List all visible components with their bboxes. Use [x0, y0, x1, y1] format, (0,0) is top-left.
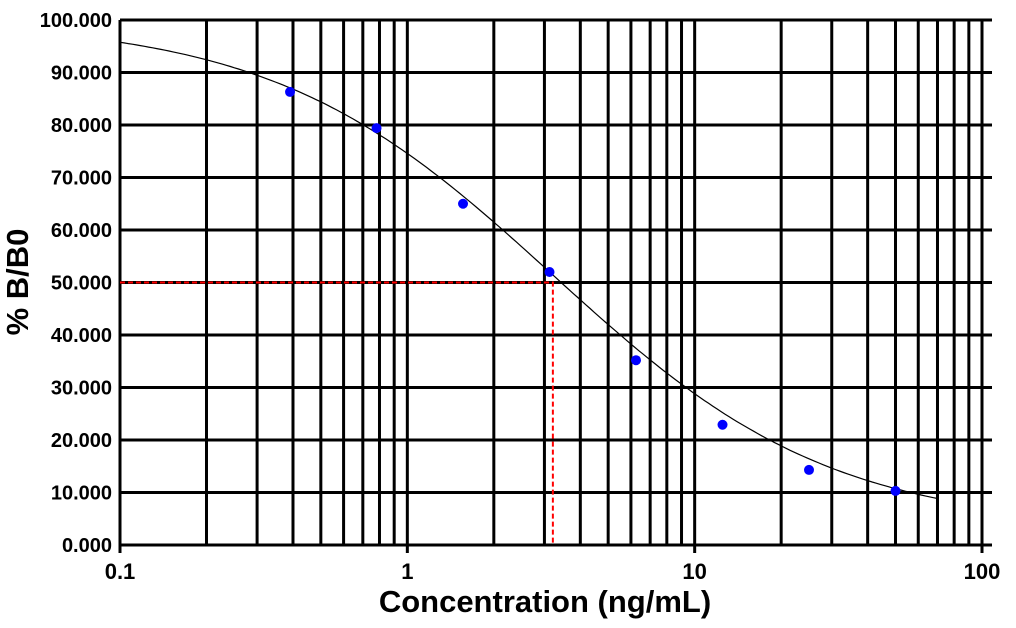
y-tick-label: 0.000: [62, 535, 112, 557]
data-point: [285, 86, 296, 97]
y-tick-label: 10.000: [51, 483, 112, 505]
y-tick-label: 90.000: [51, 63, 112, 85]
reference-line-50: [120, 281, 554, 545]
x-tick-label: 100: [964, 559, 1001, 584]
y-tick-label: 80.000: [51, 115, 112, 137]
data-point: [631, 355, 642, 366]
y-axis-label: % B/B0: [0, 229, 35, 336]
fit-curve-group: [119, 41, 938, 500]
data-point: [804, 464, 815, 475]
y-tick-label: 20.000: [51, 430, 112, 452]
x-tick-label: 0.1: [105, 559, 136, 584]
y-tick-label: 30.000: [51, 378, 112, 400]
data-point: [890, 485, 901, 496]
data-point: [544, 267, 555, 277]
x-axis-label: Concentration (ng/mL): [379, 584, 711, 619]
reference-lines: [120, 281, 554, 545]
y-tick-label: 100.000: [40, 10, 112, 32]
data-point: [717, 419, 728, 430]
fit-curve: [119, 41, 938, 500]
data-point: [458, 198, 469, 209]
x-tick-label: 10: [682, 559, 706, 584]
data-points: [285, 86, 901, 496]
y-tick-label: 70.000: [51, 168, 112, 190]
grid: [118, 18, 992, 553]
data-point: [371, 123, 382, 134]
tick-labels: 0.000 10.000 20.000 30.000 40.000 50.000 60.00…: [40, 10, 1001, 584]
y-tick-label: 40.000: [51, 325, 112, 347]
x-tick-label: 1: [401, 559, 413, 584]
y-tick-label: 50.000: [51, 273, 112, 295]
y-tick-label: 60.000: [51, 220, 112, 242]
